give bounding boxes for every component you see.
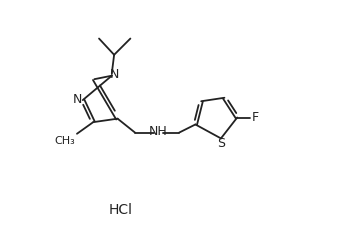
Text: HCl: HCl [109, 203, 133, 217]
Text: CH₃: CH₃ [54, 136, 75, 146]
Text: NH: NH [149, 125, 168, 138]
Text: N: N [73, 93, 82, 106]
Text: F: F [252, 111, 259, 124]
Text: S: S [217, 137, 225, 150]
Text: N: N [110, 68, 119, 81]
